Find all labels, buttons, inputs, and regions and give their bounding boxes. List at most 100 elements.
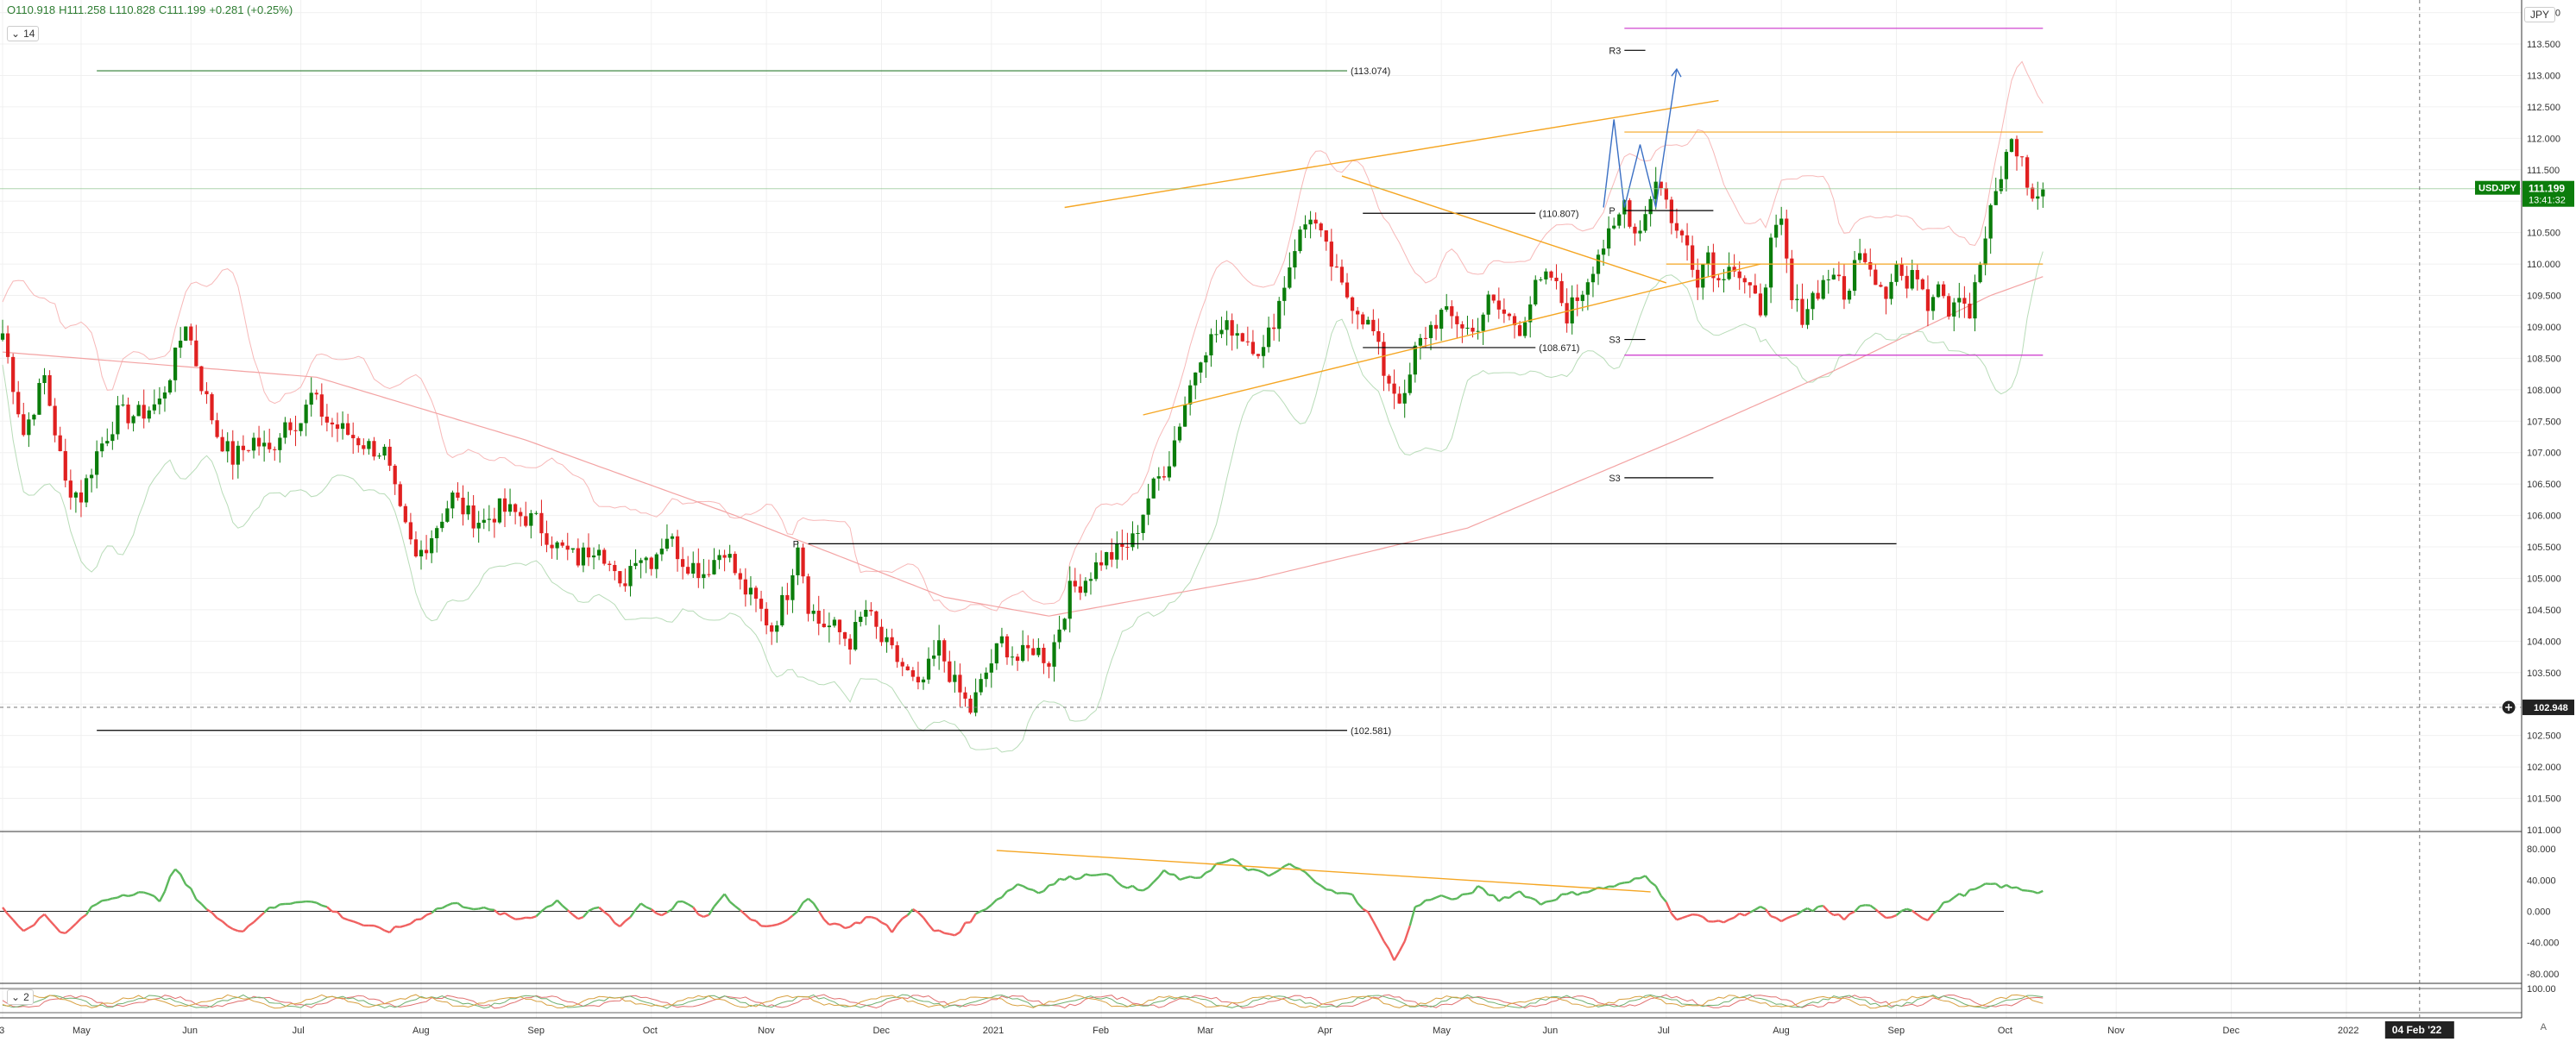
- candle-body[interactable]: [979, 679, 983, 693]
- candle-body[interactable]: [299, 423, 303, 431]
- candle-body[interactable]: [1052, 642, 1056, 667]
- candle-body[interactable]: [0, 333, 5, 340]
- candle-body[interactable]: [1978, 265, 1982, 283]
- candle-body[interactable]: [1156, 476, 1161, 479]
- candle-body[interactable]: [1691, 245, 1695, 270]
- candle-body[interactable]: [1015, 656, 1020, 662]
- candle-body[interactable]: [1826, 279, 1830, 280]
- candle-body[interactable]: [2014, 139, 2019, 157]
- candle-body[interactable]: [1575, 297, 1579, 301]
- candle-body[interactable]: [1915, 270, 1919, 279]
- candle-body[interactable]: [1339, 267, 1345, 283]
- candle-body[interactable]: [586, 547, 591, 558]
- candle-body[interactable]: [314, 392, 318, 395]
- candle-body[interactable]: [1968, 304, 1972, 319]
- candle-body[interactable]: [1141, 514, 1145, 533]
- candle-body[interactable]: [1397, 393, 1401, 404]
- candle-body[interactable]: [1162, 476, 1166, 478]
- candle-body[interactable]: [324, 417, 330, 423]
- candle-body[interactable]: [702, 574, 706, 579]
- candle-body[interactable]: [1199, 362, 1203, 373]
- candle-body[interactable]: [1073, 581, 1077, 587]
- candle-body[interactable]: [210, 394, 214, 421]
- candle-body[interactable]: [293, 430, 298, 431]
- candle-body[interactable]: [1643, 214, 1647, 231]
- candle-body[interactable]: [1847, 291, 1852, 300]
- candle-body[interactable]: [152, 404, 156, 411]
- candle-body[interactable]: [832, 619, 837, 626]
- candle-body[interactable]: [440, 521, 444, 529]
- candle-body[interactable]: [555, 542, 559, 549]
- candle-body[interactable]: [1936, 284, 1941, 298]
- candle-body[interactable]: [1272, 327, 1276, 330]
- candle-body[interactable]: [167, 380, 173, 393]
- candle-body[interactable]: [1225, 320, 1229, 330]
- candle-body[interactable]: [675, 536, 680, 560]
- candle-body[interactable]: [1528, 304, 1533, 323]
- candle-body[interactable]: [984, 672, 988, 680]
- candle-body[interactable]: [1648, 198, 1653, 215]
- candle-body[interactable]: [126, 405, 130, 424]
- candle-body[interactable]: [576, 548, 580, 566]
- candle-body[interactable]: [1559, 280, 1564, 304]
- candle-body[interactable]: [837, 619, 842, 632]
- candle-body[interactable]: [179, 340, 183, 348]
- candle-body[interactable]: [1617, 214, 1622, 226]
- candle-body[interactable]: [591, 556, 596, 558]
- candle-body[interactable]: [905, 666, 910, 671]
- candle-body[interactable]: [1382, 342, 1386, 376]
- candle-body[interactable]: [377, 455, 381, 457]
- candle-body[interactable]: [184, 326, 188, 341]
- candle-body[interactable]: [1701, 264, 1705, 288]
- candle-body[interactable]: [1408, 374, 1412, 393]
- candle-body[interactable]: [1005, 636, 1010, 658]
- candle-body[interactable]: [372, 441, 376, 457]
- candle-body[interactable]: [1428, 324, 1433, 338]
- candle-body[interactable]: [16, 392, 21, 415]
- candle-body[interactable]: [989, 663, 993, 673]
- candle-body[interactable]: [1031, 648, 1036, 656]
- candle-body[interactable]: [1042, 647, 1046, 663]
- candle-body[interactable]: [476, 523, 481, 529]
- candle-body[interactable]: [283, 422, 287, 438]
- candle-body[interactable]: [340, 423, 345, 430]
- indicator-toggle-osc[interactable]: ⌄ 2: [7, 989, 34, 1005]
- forecast-path[interactable]: [1603, 69, 1678, 208]
- candle-body[interactable]: [2025, 157, 2030, 188]
- candle-body[interactable]: [1329, 242, 1333, 267]
- candle-body[interactable]: [419, 549, 424, 557]
- candle-body[interactable]: [953, 675, 957, 682]
- candle-body[interactable]: [147, 410, 151, 419]
- candle-body[interactable]: [1507, 313, 1512, 317]
- candle-body[interactable]: [608, 563, 612, 565]
- candle-body[interactable]: [1601, 248, 1606, 255]
- candle-body[interactable]: [1993, 191, 1998, 205]
- candle-body[interactable]: [565, 545, 570, 550]
- candle-body[interactable]: [1628, 200, 1632, 227]
- candle-body[interactable]: [2009, 139, 2014, 153]
- candle-body[interactable]: [456, 493, 460, 498]
- candle-body[interactable]: [753, 587, 759, 599]
- candle-body[interactable]: [618, 571, 622, 584]
- candle-body[interactable]: [1679, 230, 1685, 235]
- candle-body[interactable]: [1768, 237, 1773, 288]
- candle-body[interactable]: [105, 441, 110, 444]
- candle-body[interactable]: [497, 498, 502, 523]
- candle-body[interactable]: [241, 445, 246, 450]
- candle-body[interactable]: [1392, 383, 1396, 394]
- candle-body[interactable]: [890, 637, 894, 646]
- candle-body[interactable]: [780, 594, 784, 625]
- candle-body[interactable]: [519, 512, 523, 517]
- candle-body[interactable]: [2036, 196, 2040, 199]
- candle-body[interactable]: [1831, 274, 1836, 279]
- candle-body[interactable]: [1093, 562, 1099, 580]
- candle-body[interactable]: [1523, 322, 1527, 336]
- candle-body[interactable]: [1957, 298, 1962, 303]
- candle-body[interactable]: [748, 587, 753, 595]
- candle-body[interactable]: [806, 576, 810, 614]
- candle-body[interactable]: [5, 333, 10, 357]
- candle-body[interactable]: [63, 451, 67, 481]
- candle-body[interactable]: [2041, 189, 2045, 197]
- candle-body[interactable]: [770, 625, 774, 632]
- candle-body[interactable]: [1303, 224, 1307, 230]
